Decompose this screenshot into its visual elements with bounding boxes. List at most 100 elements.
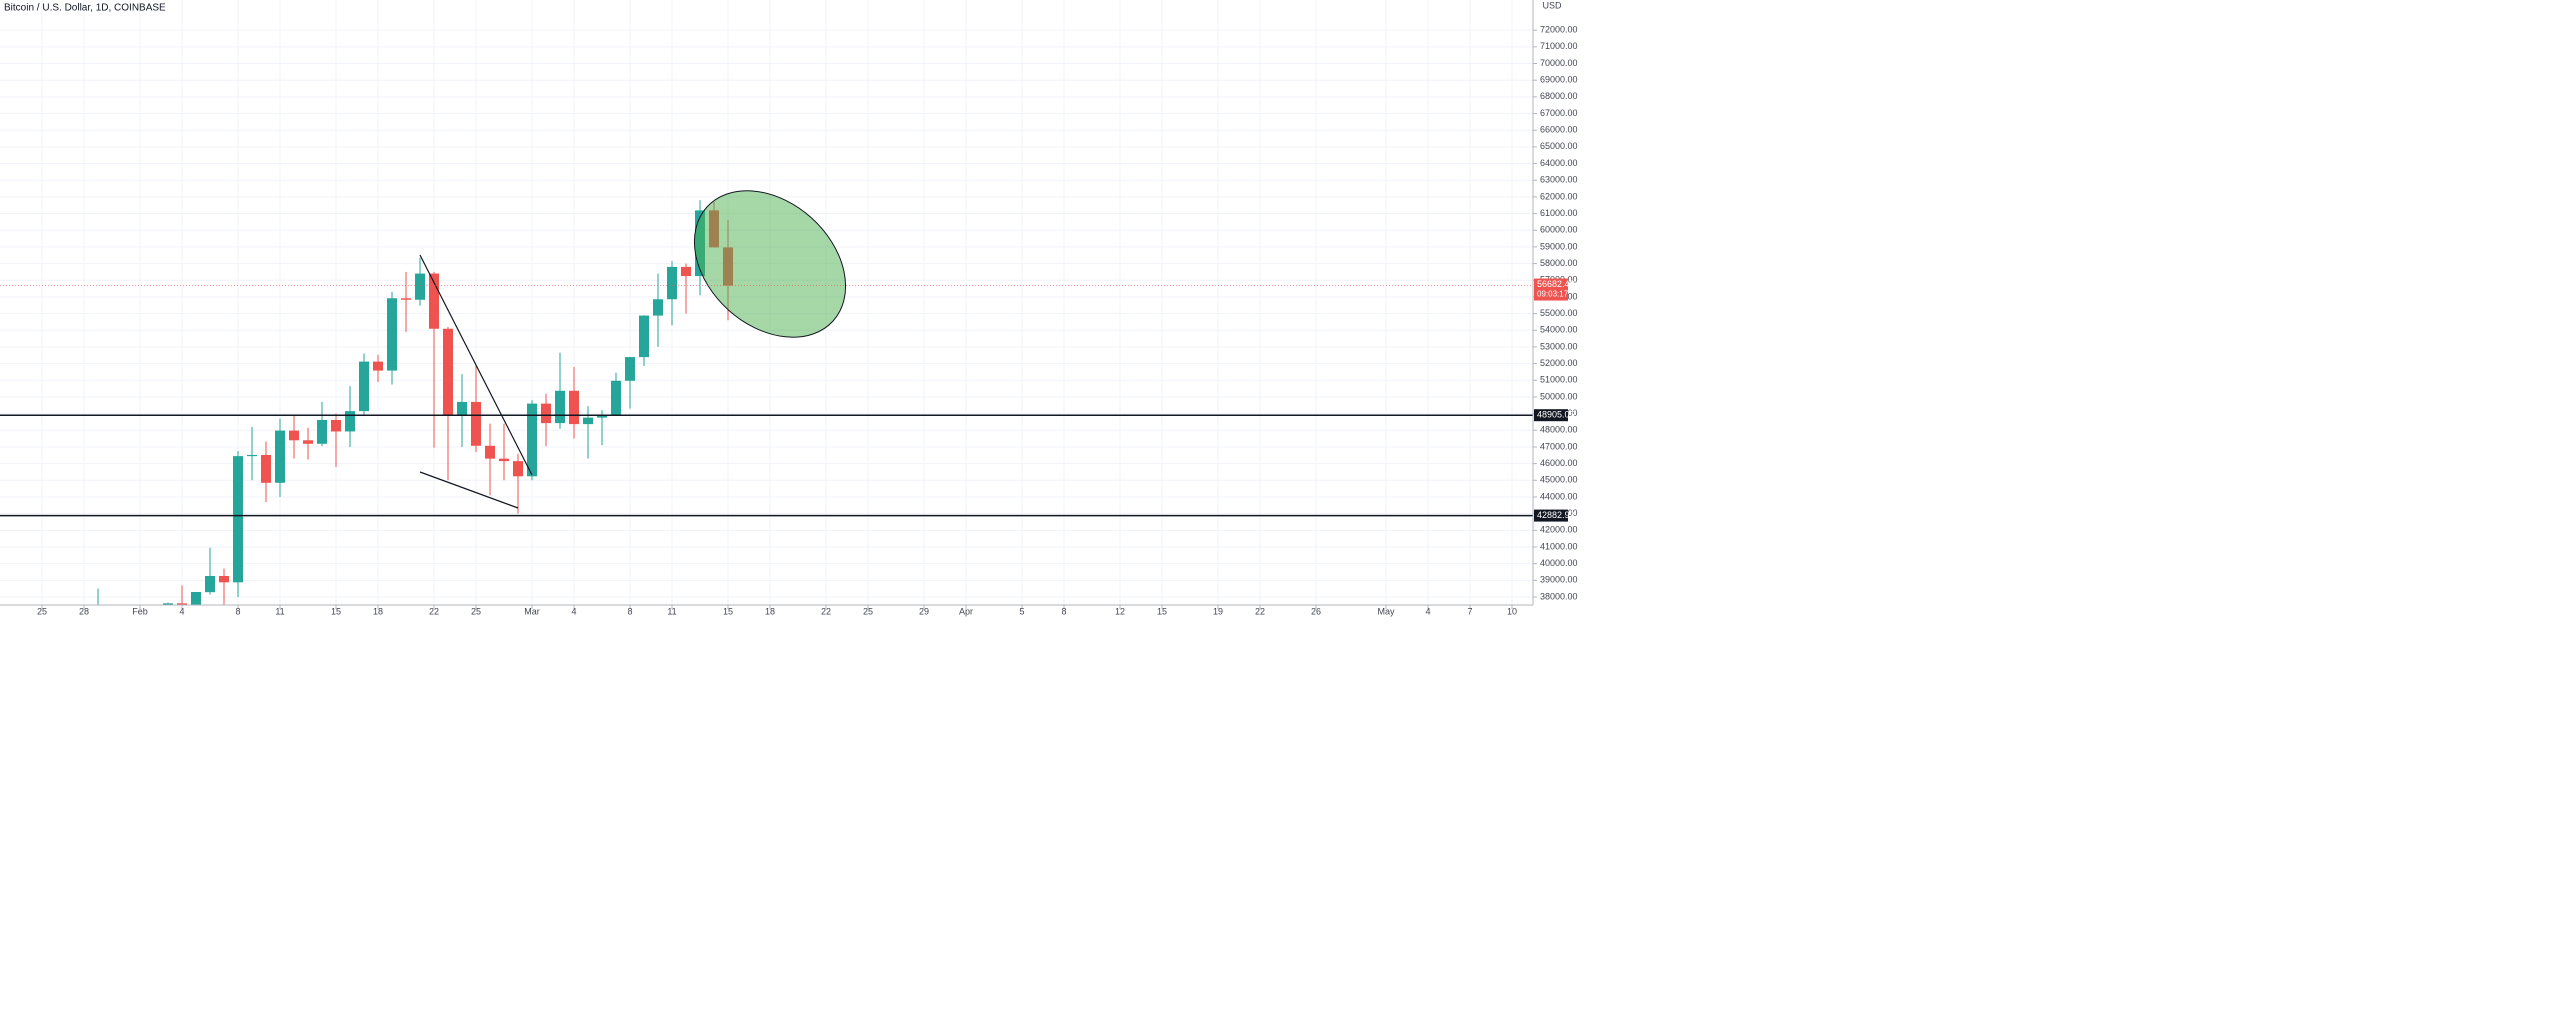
x-tick-label: 5 <box>1019 606 1024 616</box>
x-tick-label: 29 <box>919 606 929 616</box>
x-tick-label: 11 <box>275 606 284 616</box>
y-tick-label: 51000.00 <box>1540 375 1578 385</box>
x-tick-label: 22 <box>1255 606 1265 616</box>
y-tick-label: 41000.00 <box>1540 541 1578 551</box>
y-tick-label: 39000.00 <box>1540 575 1578 585</box>
x-tick-label: 15 <box>1157 606 1167 616</box>
candle-body <box>317 419 327 444</box>
candle-body <box>373 361 383 371</box>
candle-body <box>513 461 523 477</box>
price-tag <box>1534 509 1568 522</box>
y-tick-label: 53000.00 <box>1540 341 1578 351</box>
y-tick-label: 38000.00 <box>1540 591 1578 601</box>
y-tick-label: 58000.00 <box>1540 258 1578 268</box>
price-tag-label: 48905.05 <box>1537 410 1575 420</box>
x-tick-label: 8 <box>1061 606 1066 616</box>
y-tick-label: 59000.00 <box>1540 241 1578 251</box>
y-tick-label: 40000.00 <box>1540 558 1578 568</box>
x-tick-label: 8 <box>627 606 632 616</box>
x-tick-label: 7 <box>1467 606 1472 616</box>
y-tick-label: 72000.00 <box>1540 25 1578 35</box>
x-tick-label: 22 <box>821 606 831 616</box>
last-price-tag <box>1534 278 1568 301</box>
y-tick-label: 42000.00 <box>1540 525 1578 535</box>
x-tick-label: Feb <box>132 606 148 616</box>
candle-body <box>275 430 285 483</box>
x-tick-label: 10 <box>1507 606 1517 616</box>
candle-body <box>639 315 649 358</box>
y-tick-label: 71000.00 <box>1540 41 1578 51</box>
y-tick-label: 47000.00 <box>1540 441 1578 451</box>
y-tick-label: 48000.00 <box>1540 425 1578 435</box>
candle-body <box>499 458 509 462</box>
candle-body <box>401 298 411 300</box>
candle-body <box>415 273 425 300</box>
candle-body <box>611 380 621 416</box>
currency: USD <box>1542 0 1562 10</box>
candle-body <box>429 273 439 329</box>
y-tick-label: 68000.00 <box>1540 91 1578 101</box>
candle-body <box>681 266 691 277</box>
candle-body <box>289 430 299 441</box>
y-tick-label: 64000.00 <box>1540 158 1578 168</box>
candle-body <box>163 603 173 605</box>
countdown: 09:03:17 <box>1537 290 1569 299</box>
candle-body <box>527 403 537 477</box>
last-price-label: 56682.42 <box>1537 279 1575 289</box>
x-tick-label: 26 <box>1311 606 1321 616</box>
candle-body <box>667 266 677 300</box>
y-tick-label: 62000.00 <box>1540 191 1578 201</box>
y-tick-label: 66000.00 <box>1540 125 1578 135</box>
y-tick-label: 69000.00 <box>1540 75 1578 85</box>
x-tick-label: 4 <box>1425 606 1430 616</box>
y-tick-label: 60000.00 <box>1540 225 1578 235</box>
y-tick-label: 65000.00 <box>1540 141 1578 151</box>
x-tick-label: 25 <box>863 606 873 616</box>
candle-body <box>583 417 593 425</box>
x-tick-label: 22 <box>429 606 439 616</box>
candle-body <box>597 415 607 418</box>
candle-body <box>261 454 271 483</box>
candle-body <box>653 299 663 316</box>
candle-body <box>247 454 257 457</box>
candle-body <box>457 401 467 416</box>
x-tick-label: Mar <box>524 606 540 616</box>
candle-body <box>471 401 481 446</box>
x-tick-label: 18 <box>765 606 775 616</box>
candle-body <box>359 361 369 412</box>
x-tick-label: 18 <box>373 606 383 616</box>
candle-body <box>205 575 215 593</box>
candle-body <box>177 603 187 605</box>
x-tick-label: 4 <box>179 606 184 616</box>
x-tick-label: 15 <box>723 606 733 616</box>
candle-body <box>331 419 341 432</box>
y-tick-label: 55000.00 <box>1540 308 1578 318</box>
x-tick-label: 8 <box>235 606 240 616</box>
trend-line <box>419 254 533 476</box>
x-tick-label: 4 <box>571 606 576 616</box>
x-tick-label: Apr <box>959 606 973 616</box>
y-tick-label: 67000.00 <box>1540 108 1578 118</box>
x-tick-label: 19 <box>1213 606 1223 616</box>
candle-body <box>443 328 453 416</box>
x-tick-label: 15 <box>331 606 341 616</box>
candle-body <box>303 440 313 444</box>
symbol-title: Bitcoin / U.S. Dollar, 1D, COINBASE <box>4 3 166 14</box>
x-tick-label: 25 <box>471 606 481 616</box>
y-tick-label: 54000.00 <box>1540 325 1578 335</box>
y-tick-label: 61000.00 <box>1540 208 1578 218</box>
candle-body <box>219 575 229 583</box>
price-tag-label: 42882.93 <box>1537 510 1575 520</box>
candle-body <box>555 390 565 424</box>
candle-body <box>569 390 579 425</box>
trend-line <box>419 471 519 509</box>
y-tick-label: 63000.00 <box>1540 175 1578 185</box>
x-tick-label: 28 <box>79 606 89 616</box>
x-tick-label: 11 <box>667 606 676 616</box>
x-tick-label: 25 <box>37 606 47 616</box>
candle-body <box>93 659 103 660</box>
candle-body <box>485 445 495 459</box>
candle-body <box>387 298 397 371</box>
y-tick-label: 46000.00 <box>1540 458 1578 468</box>
